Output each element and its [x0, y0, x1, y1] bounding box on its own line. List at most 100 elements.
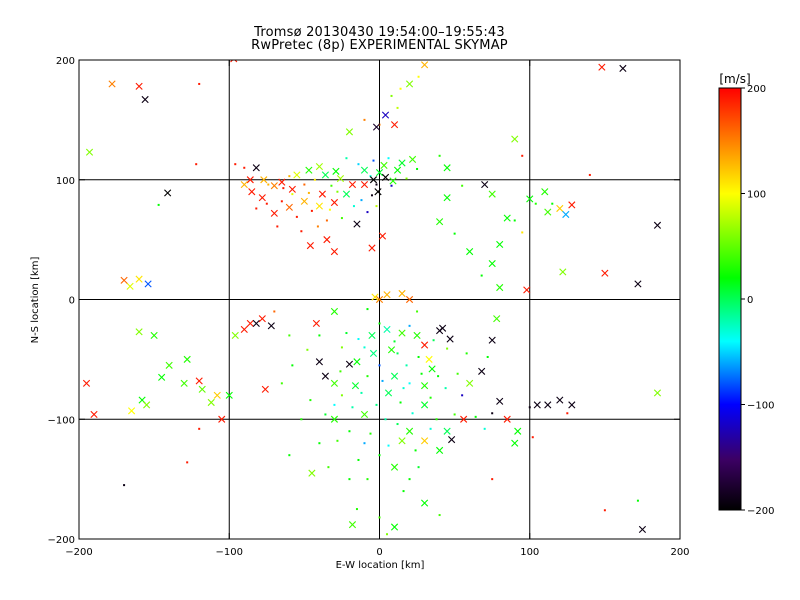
chart-subtitle: RwPretec (8p) EXPERIMENTAL SKYMAP — [251, 38, 508, 53]
scatter-point-cross — [213, 391, 221, 399]
scatter-point-cross — [240, 325, 248, 334]
scatter-point-dot — [273, 310, 276, 313]
scatter-point-dot — [453, 413, 456, 416]
scatter-point-dot — [300, 418, 303, 421]
scatter-point-dot — [340, 346, 343, 349]
scatter-point-dot — [330, 184, 333, 187]
scatter-point-cross — [511, 439, 519, 447]
scatter-point-cross — [406, 52, 412, 58]
scatter-point-dot — [255, 207, 258, 210]
data-points — [82, 52, 662, 536]
scatter-point-dot — [453, 232, 456, 235]
scatter-point-dot — [345, 157, 348, 160]
scatter-point-cross — [390, 121, 399, 129]
scatter-point-cross — [488, 259, 496, 268]
scatter-point-dot — [408, 382, 411, 385]
scatter-point-cross — [225, 391, 233, 399]
scatter-point-cross — [568, 201, 576, 209]
scatter-point-dot — [340, 394, 343, 397]
scatter-point-dot — [491, 412, 494, 415]
scatter-point-cross — [252, 164, 260, 172]
scatter-point-dot — [528, 406, 531, 409]
scatter-point-cross — [398, 159, 406, 167]
scatter-point-dot — [348, 430, 351, 433]
scatter-point-dot — [369, 175, 372, 178]
y-tick-label: 200 — [56, 56, 75, 67]
scatter-point-cross — [374, 188, 382, 196]
scatter-point-cross — [315, 162, 323, 171]
scatter-point-cross — [398, 437, 406, 445]
scatter-point-cross — [158, 373, 166, 381]
scatter-point-dot — [357, 338, 360, 341]
scatter-point-cross — [559, 268, 567, 276]
scatter-point-cross — [231, 331, 239, 340]
scatter-point-dot — [603, 509, 606, 512]
colorbar-label: [m/s] — [719, 72, 750, 86]
scatter-point-dot — [402, 387, 405, 390]
scatter-point-dot — [318, 334, 321, 337]
scatter-point-dot — [411, 412, 414, 415]
scatter-point-dot — [291, 193, 294, 196]
y-tick-label: 100 — [56, 176, 75, 187]
x-axis-ticks: −200 −100 0 100 200 — [65, 60, 690, 558]
scatter-point-dot — [399, 401, 402, 404]
scatter-point-dot — [295, 215, 298, 218]
scatter-point-cross — [135, 275, 143, 283]
scatter-point-cross — [488, 336, 496, 344]
scatter-point-cross — [371, 293, 379, 301]
scatter-point-cross — [413, 331, 421, 340]
x-tick-label: 100 — [520, 547, 539, 558]
scatter-point-cross — [375, 295, 384, 304]
scatter-point-cross — [390, 523, 399, 531]
scatter-point-cross — [493, 315, 501, 323]
scatter-point-dot — [328, 208, 331, 211]
scatter-point-cross — [321, 372, 329, 380]
scatter-point-cross — [514, 427, 522, 435]
x-tick-label: 0 — [376, 547, 382, 558]
scatter-point-dot — [195, 163, 198, 166]
scatter-point-dot — [333, 403, 336, 406]
scatter-point-cross — [165, 361, 173, 369]
scatter-point-dot — [363, 118, 366, 121]
scatter-point-cross — [198, 385, 206, 393]
scatter-point-cross — [405, 80, 414, 88]
scatter-point-cross — [195, 377, 203, 385]
scatter-point-cross — [443, 427, 451, 435]
scatter-point-cross — [420, 499, 429, 507]
scatter-point-dot — [378, 516, 381, 519]
scatter-point-dot — [360, 199, 363, 202]
scatter-point-cross — [321, 171, 329, 179]
scatter-point-cross — [380, 161, 388, 169]
scatter-point-dot — [416, 310, 419, 313]
scatter-point-dot — [465, 352, 468, 355]
scatter-point-cross — [381, 111, 390, 119]
scatter-point-dot — [438, 154, 441, 157]
scatter-point-dot — [408, 478, 411, 481]
scatter-point-dot — [351, 406, 354, 409]
scatter-point-dot — [435, 418, 438, 421]
scatter-point-cross — [278, 178, 286, 186]
scatter-point-cross — [246, 319, 254, 328]
scatter-point-cross — [330, 379, 339, 387]
scatter-point-dot — [417, 466, 420, 469]
scatter-point-dot — [417, 75, 420, 78]
scatter-point-dot — [381, 379, 384, 382]
scatter-point-cross — [653, 221, 662, 229]
scatter-point-dot — [390, 184, 393, 187]
scatter-point-dot — [513, 219, 516, 222]
scatter-point-dot — [366, 375, 369, 378]
scatter-point-cross — [85, 148, 94, 156]
scatter-point-cross — [150, 331, 158, 340]
scatter-point-dot — [288, 454, 291, 457]
scatter-point-cross — [436, 218, 444, 226]
scatter-point-dot — [390, 94, 393, 97]
scatter-point-cross — [619, 64, 627, 72]
scatter-point-cross — [372, 123, 381, 131]
scatter-point-dot — [309, 399, 312, 402]
scatter-point-dot — [491, 478, 494, 481]
scatter-point-dot — [157, 203, 160, 206]
scatter-point-dot — [372, 159, 375, 162]
scatter-point-dot — [474, 415, 477, 418]
scatter-point-cross — [330, 198, 339, 207]
scatter-point-cross — [511, 135, 519, 143]
